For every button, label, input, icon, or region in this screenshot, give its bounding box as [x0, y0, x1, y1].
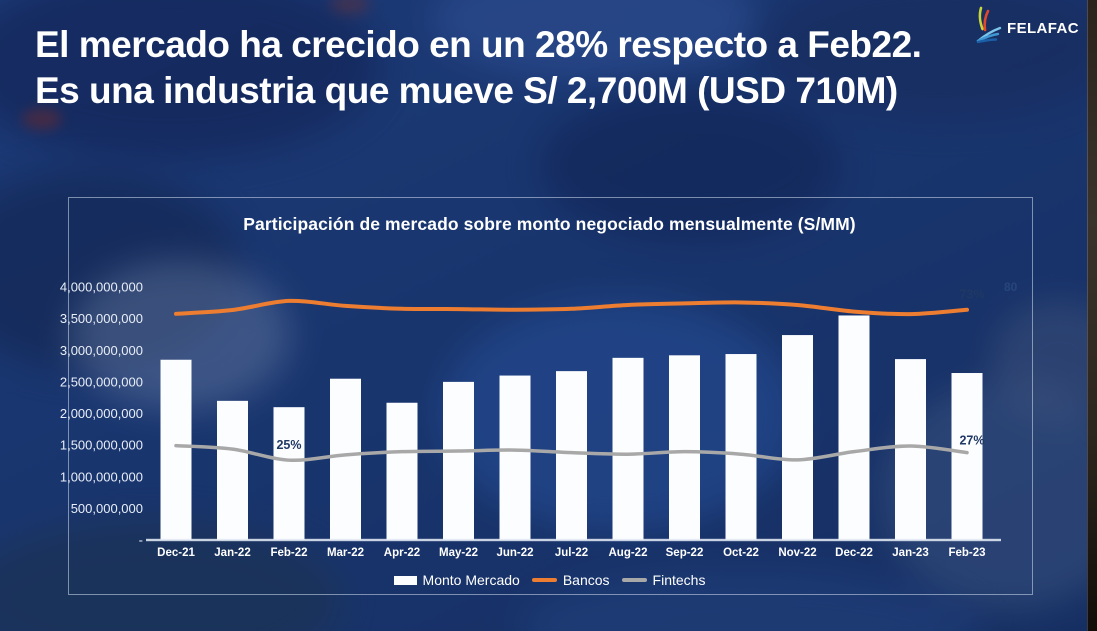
legend-label: Monto Mercado: [422, 572, 520, 588]
felafac-logo: FELAFAC: [966, 5, 1079, 52]
secondary-axis-partial-label: 80: [1004, 280, 1018, 294]
bar-Jul-22: [556, 371, 587, 540]
x-axis-label-Feb-23: Feb-23: [948, 547, 985, 559]
line-bancos: [174, 298, 969, 317]
y-axis-label: 1,500,000,000: [60, 438, 143, 453]
bar-Apr-22: [386, 402, 418, 540]
annotation-fintechs-Feb-22: 25%: [276, 438, 301, 452]
legend-label: Fintechs: [652, 572, 706, 588]
x-axis-label-Mar-22: Mar-22: [327, 547, 364, 559]
x-axis-label-Feb-22: Feb-22: [270, 547, 307, 559]
felafac-wordmark: FELAFAC: [1007, 20, 1079, 37]
line-fintechs: [174, 443, 969, 463]
annotation-bancos-Feb-23: 73%: [959, 288, 984, 302]
felafac-logo-icon: [966, 5, 1006, 52]
y-axis-label: 3,500,000,000: [60, 311, 143, 326]
x-axis-label-Jan-22: Jan-22: [214, 547, 250, 559]
legend-swatch-bancos: [531, 578, 557, 582]
x-axis-label-Dec-22: Dec-22: [835, 547, 873, 559]
y-axis-label: -: [139, 533, 143, 548]
legend-item-bancos: Bancos: [531, 572, 610, 588]
y-axis-label: 2,000,000,000: [60, 406, 143, 421]
bar-Sep-22: [669, 355, 700, 540]
frame-edge-strip: [1087, 0, 1097, 631]
x-axis-label-Nov-22: Nov-22: [778, 547, 816, 559]
bar-Feb-23: [951, 373, 983, 540]
x-axis-label-Oct-22: Oct-22: [723, 547, 759, 559]
bar-Dec-22: [838, 315, 870, 540]
chart-title: Participación de mercado sobre monto neg…: [243, 214, 856, 234]
annotation-fintechs-Feb-23: 27%: [959, 434, 984, 448]
x-axis-label-Jan-23: Jan-23: [892, 547, 928, 559]
x-axis-label-Apr-22: Apr-22: [384, 547, 420, 559]
bar-Nov-22: [782, 335, 813, 540]
slide-title-line2: Es una industria que mueve S/ 2,700M (US…: [35, 70, 898, 111]
bar-Aug-22: [612, 357, 644, 540]
bar-Jun-22: [499, 375, 531, 540]
legend-label: Bancos: [562, 572, 610, 588]
y-axis-label: 3,000,000,000: [60, 343, 143, 358]
x-axis-label-Aug-22: Aug-22: [609, 547, 648, 559]
y-axis-label: 2,500,000,000: [60, 374, 143, 389]
legend-swatch-monto-mercado: [393, 575, 417, 585]
chart-legend: Monto Mercado Bancos Fintechs: [68, 572, 1031, 588]
chart-frame: [68, 197, 1033, 595]
bar-Oct-22: [725, 354, 757, 540]
y-axis-label: 500,000,000: [71, 501, 143, 516]
slide-title: El mercado ha crecido en un 28% respecto…: [35, 22, 922, 114]
legend-item-monto-mercado: Monto Mercado: [393, 572, 520, 588]
bar-Feb-22: [273, 407, 305, 540]
y-axis-label: 1,000,000,000: [60, 469, 143, 484]
y-axis-label: 4,000,000,000: [60, 280, 143, 295]
x-axis-label-Jun-22: Jun-22: [496, 547, 533, 559]
bar-Dec-21: [160, 359, 192, 540]
slide-title-line1: El mercado ha crecido en un 28% respecto…: [35, 24, 922, 65]
x-axis-label-Jul-22: Jul-22: [555, 547, 588, 559]
bar-May-22: [443, 381, 474, 540]
x-axis-label-May-22: May-22: [439, 547, 478, 559]
legend-swatch-fintechs: [621, 578, 647, 582]
bar-Mar-22: [330, 378, 361, 540]
bar-Jan-23: [895, 359, 926, 540]
x-axis-line: [146, 538, 1001, 542]
legend-item-fintechs: Fintechs: [621, 572, 706, 588]
x-axis-label-Dec-21: Dec-21: [157, 547, 195, 559]
x-axis-label-Sep-22: Sep-22: [666, 547, 704, 559]
bar-Jan-22: [217, 400, 248, 540]
